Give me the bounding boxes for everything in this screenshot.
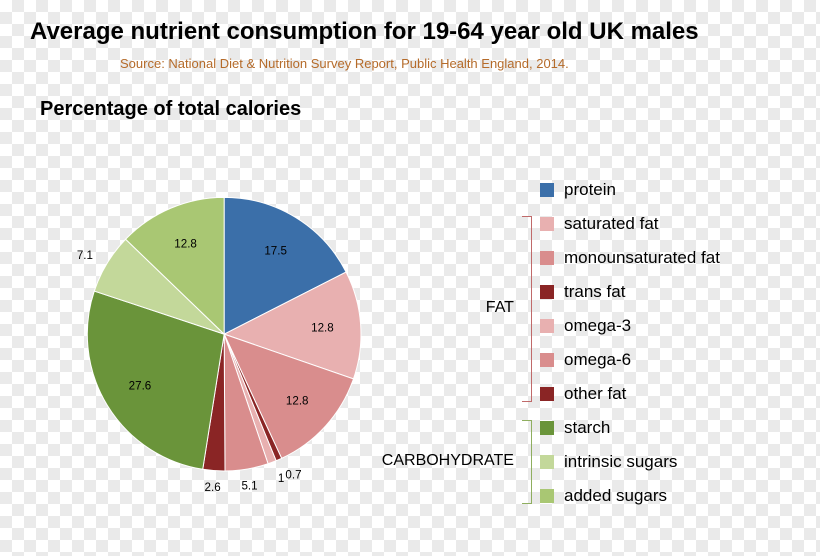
legend-swatch-intrinsic [540, 455, 554, 469]
pie-label-other_fat: 2.6 [205, 481, 221, 494]
legend: protein saturated fat monounsaturated fat t… [540, 180, 720, 520]
legend-label-mono_fat: monounsaturated fat [564, 248, 720, 268]
legend-item-omega3: omega-3 [540, 316, 720, 336]
legend-item-protein: protein [540, 180, 720, 200]
pie-label-mono_fat: 12.8 [286, 394, 309, 407]
legend-group-label-fat: FAT [364, 299, 514, 317]
chart-title: Average nutrient consumption for 19-64 y… [30, 18, 699, 46]
legend-bracket-fat [522, 216, 532, 402]
legend-bracket-carbohydrate [522, 420, 532, 504]
pie-label-omega6: 5.1 [241, 479, 257, 492]
legend-swatch-protein [540, 183, 554, 197]
legend-item-starch: starch [540, 418, 720, 438]
legend-label-protein: protein [564, 180, 616, 200]
pie-label-omega3: 1 [278, 472, 284, 485]
legend-item-other_fat: other fat [540, 384, 720, 404]
chart-source: Source: National Diet & Nutrition Survey… [120, 56, 569, 71]
legend-swatch-starch [540, 421, 554, 435]
legend-swatch-mono_fat [540, 251, 554, 265]
legend-item-omega6: omega-6 [540, 350, 720, 370]
legend-swatch-omega6 [540, 353, 554, 367]
legend-label-trans_fat: trans fat [564, 282, 625, 302]
legend-label-starch: starch [564, 418, 610, 438]
legend-item-added: added sugars [540, 486, 720, 506]
pie-label-starch: 27.6 [129, 380, 152, 393]
chart-subtitle: Percentage of total calories [40, 98, 301, 121]
legend-item-trans_fat: trans fat [540, 282, 720, 302]
legend-item-mono_fat: monounsaturated fat [540, 248, 720, 268]
pie-label-saturated_fat: 12.8 [311, 321, 334, 334]
legend-swatch-trans_fat [540, 285, 554, 299]
legend-group-label-carbohydrate: CARBOHYDRATE [364, 452, 514, 470]
pie-label-trans_fat: 0.7 [285, 469, 301, 482]
legend-swatch-added [540, 489, 554, 503]
legend-swatch-omega3 [540, 319, 554, 333]
pie-label-protein: 17.5 [264, 244, 287, 257]
legend-label-omega6: omega-6 [564, 350, 631, 370]
pie-label-added: 12.8 [174, 238, 197, 251]
chart-canvas: Average nutrient consumption for 19-64 y… [0, 0, 820, 556]
legend-item-intrinsic: intrinsic sugars [540, 452, 720, 472]
pie-chart: 17.5 12.8 12.8 0.71 5.1 2.6 27.6 7.1 12.8 [50, 160, 390, 500]
pie-label-intrinsic: 7.1 [77, 249, 93, 262]
legend-swatch-other_fat [540, 387, 554, 401]
legend-label-added: added sugars [564, 486, 667, 506]
pie-svg: 17.5 12.8 12.8 0.71 5.1 2.6 27.6 7.1 12.8 [50, 160, 390, 500]
legend-label-saturated_fat: saturated fat [564, 214, 659, 234]
legend-label-omega3: omega-3 [564, 316, 631, 336]
legend-label-other_fat: other fat [564, 384, 626, 404]
legend-label-intrinsic: intrinsic sugars [564, 452, 677, 472]
legend-item-saturated_fat: saturated fat [540, 214, 720, 234]
legend-swatch-saturated_fat [540, 217, 554, 231]
